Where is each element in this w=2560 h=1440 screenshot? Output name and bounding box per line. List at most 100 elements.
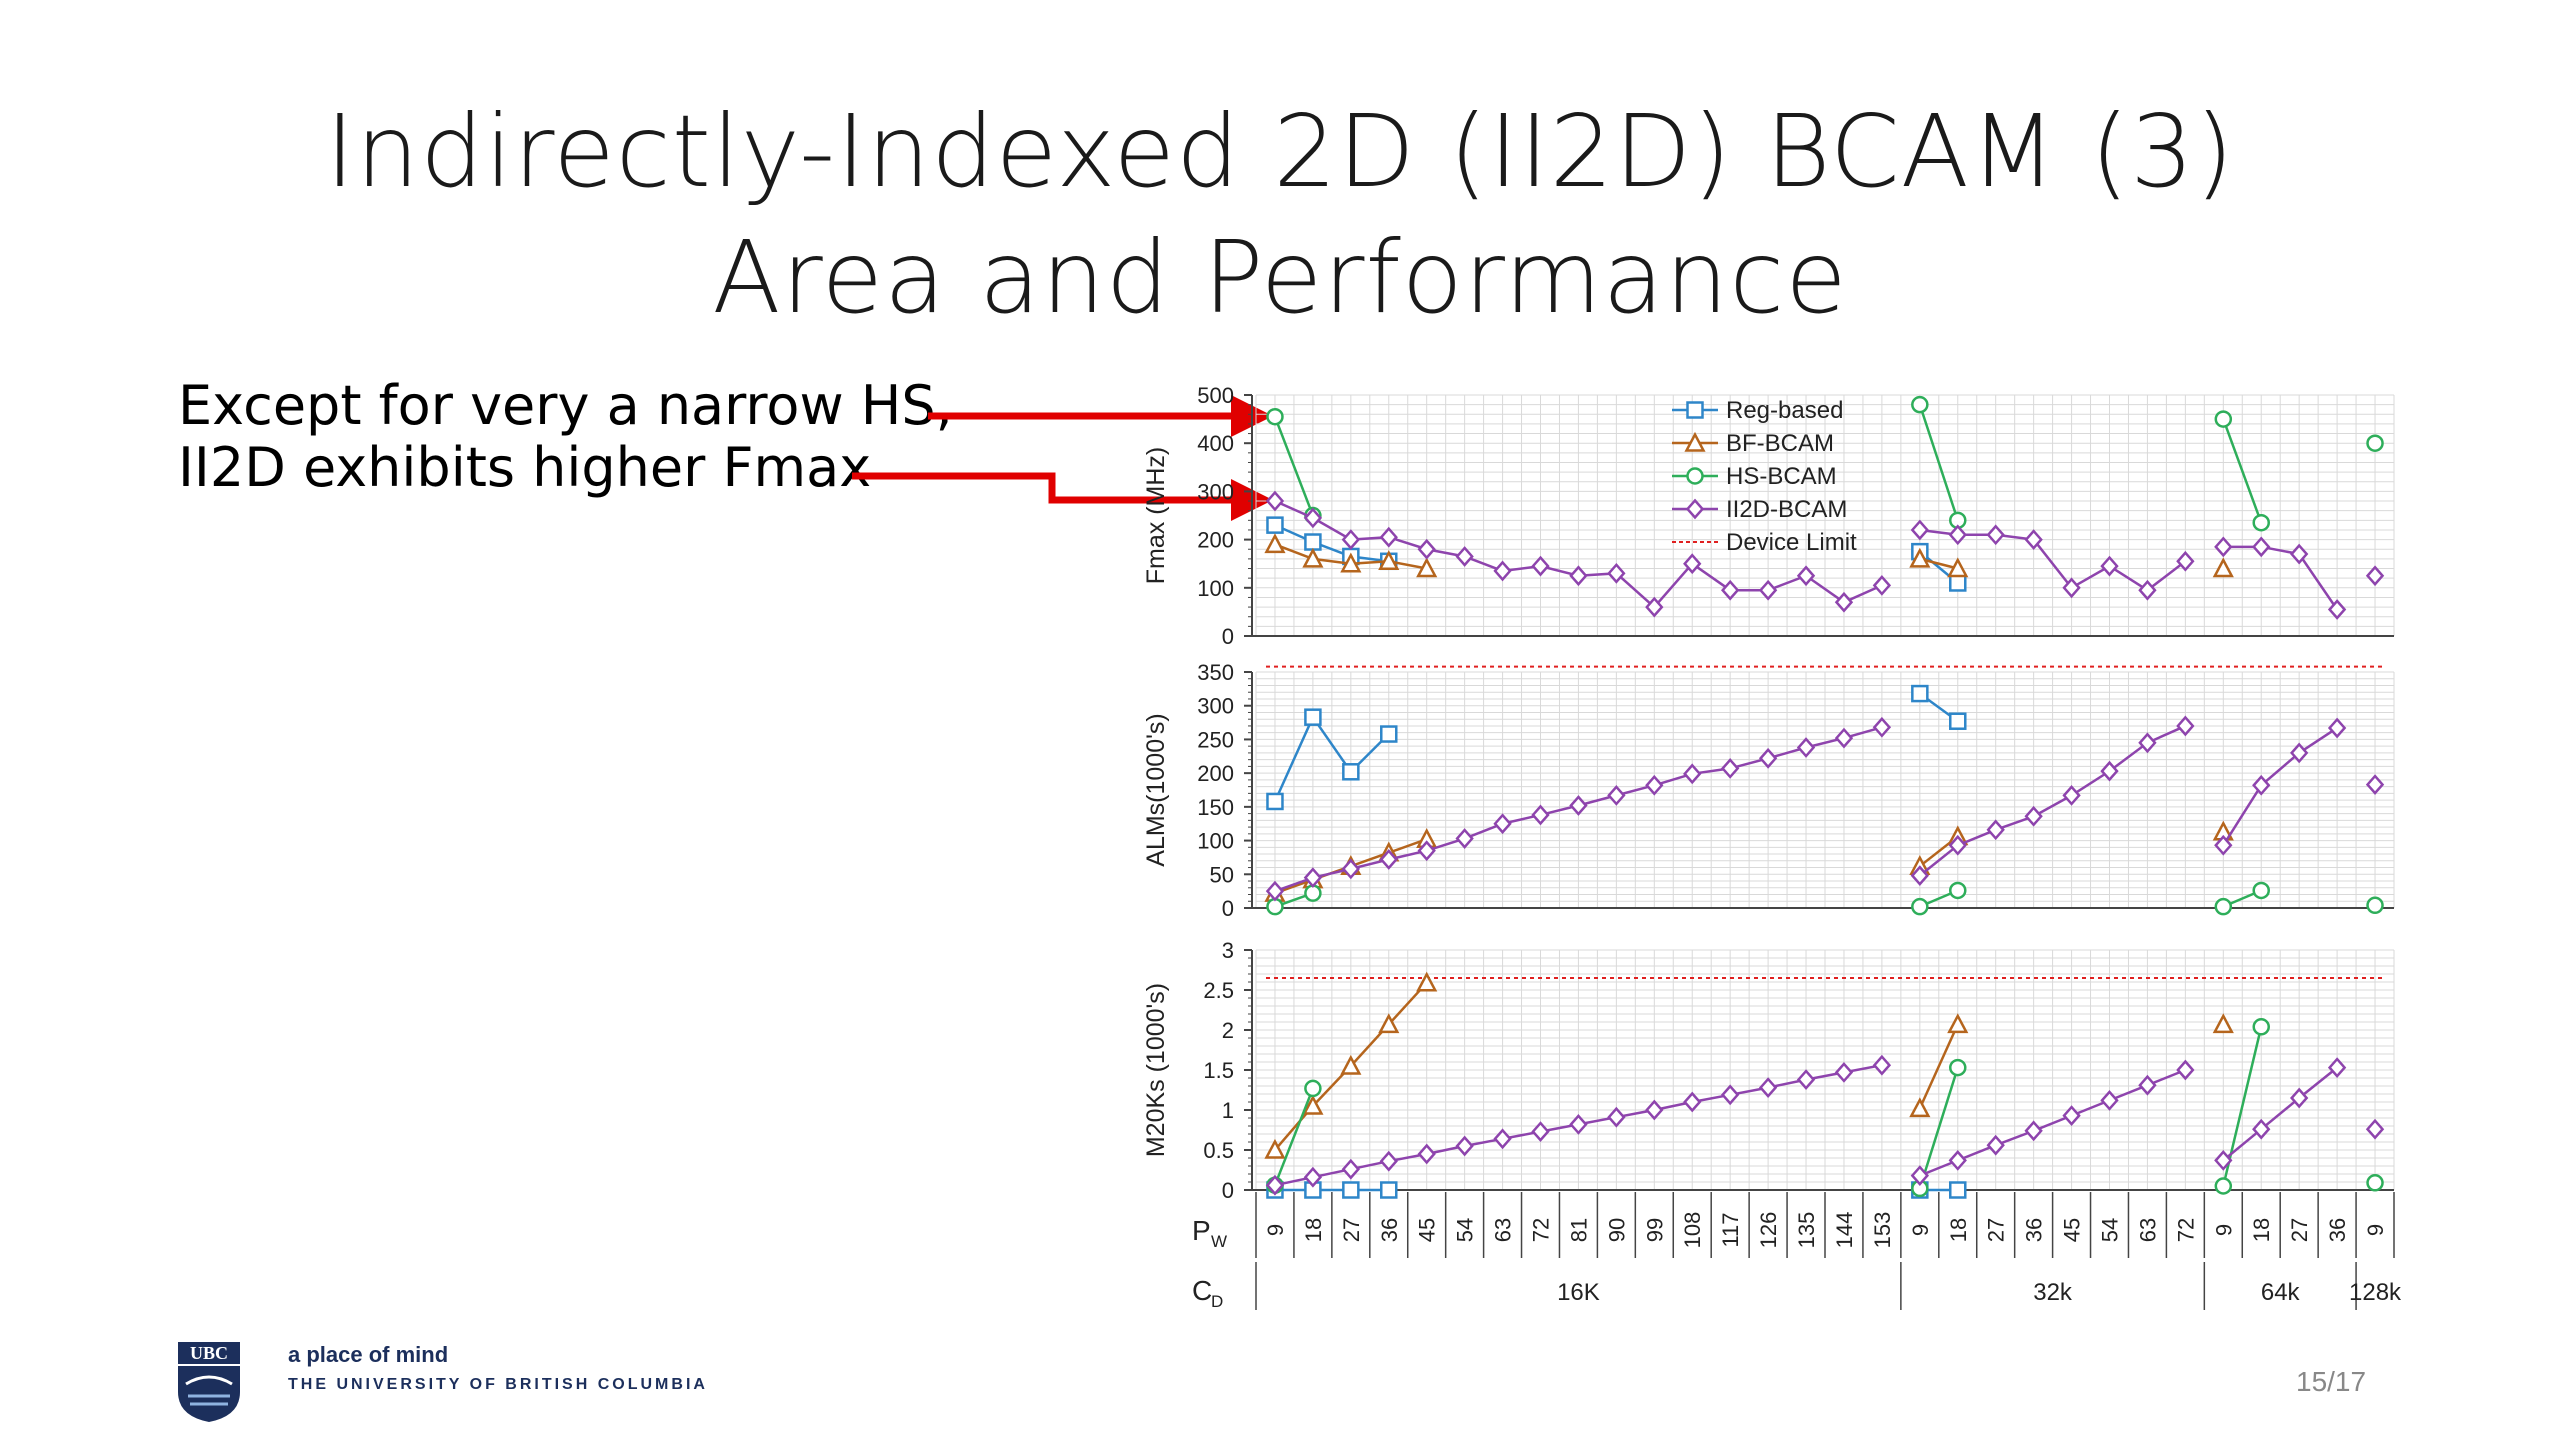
hs-bcam-point	[1949, 1058, 1967, 1077]
ii2d-bcam-point	[1493, 560, 1512, 582]
ii2d-bcam-point	[2176, 1059, 2195, 1081]
legend-marker-ii2d-bcam	[1685, 498, 1705, 520]
pw-tick-label: 18	[2249, 1218, 2274, 1242]
ii2d-bcam-point	[2252, 1118, 2271, 1140]
y-axis-label: ALMs(1000's)	[1142, 713, 1170, 866]
ii2d-bcam-point	[2289, 1087, 2309, 1109]
pw-tick-label: 27	[1339, 1218, 1364, 1242]
ii2d-bcam-point	[2252, 536, 2271, 558]
cd-group-label: 128k	[2349, 1279, 2402, 1306]
ii2d-bcam-point	[2289, 742, 2309, 764]
ii2d-bcam-point	[2327, 599, 2347, 620]
ii2d-bcam-point	[1341, 529, 1361, 550]
pw-tick-label: 45	[2060, 1218, 2085, 1242]
ii2d-bcam-point	[1455, 828, 1474, 849]
y-tick-label: 100	[1197, 576, 1234, 601]
ii2d-bcam-point	[1645, 596, 1664, 618]
bf-bcam-point	[1909, 547, 1931, 568]
ii2d-bcam-point	[2214, 834, 2233, 856]
ii2d-bcam-point	[1379, 849, 1398, 870]
ii2d-bcam-point	[1531, 804, 1550, 826]
bf-bcam-point	[1947, 557, 1969, 578]
cd-group-label: 16K	[1557, 1279, 1600, 1306]
ii2d-bcam-point	[1417, 538, 1436, 560]
ii2d-bcam-point	[2100, 1090, 2119, 1111]
hs-bcam-line	[2222, 418, 2263, 524]
ii2d-bcam-point	[1796, 1069, 1816, 1090]
hs-bcam-point	[2252, 881, 2270, 900]
y-tick-label: 150	[1197, 795, 1234, 820]
ii2d-bcam-point	[1417, 1143, 1436, 1165]
logo-text: UBC	[190, 1343, 228, 1363]
pw-tick-label: 54	[2098, 1218, 2123, 1242]
hs-bcam-point	[2366, 434, 2384, 452]
bf-bcam-point	[2212, 557, 2234, 578]
ii2d-bcam-point	[1910, 1165, 1930, 1186]
cd-row-label: C	[1192, 1275, 1212, 1306]
reg-based-point	[1266, 792, 1284, 811]
ii2d-bcam-point	[1834, 1062, 1854, 1083]
page-number: 15/17	[2296, 1366, 2367, 1397]
hs-bcam-point	[1949, 881, 1967, 900]
cd-row-label-sub: D	[1211, 1292, 1223, 1311]
cd-group-label: 64k	[2261, 1279, 2301, 1306]
ii2d-bcam-point	[1683, 553, 1702, 575]
legend-label-ii2d-bcam: II2D-BCAM	[1726, 496, 1847, 523]
bf-bcam-point	[1378, 1013, 1400, 1034]
pw-tick-label: 108	[1680, 1212, 1705, 1249]
bf-bcam-point	[1416, 971, 1438, 992]
ii2d-bcam-point	[1758, 579, 1778, 601]
pw-tick-label: 63	[1491, 1218, 1516, 1242]
pw-tick-label: 9	[2211, 1224, 2236, 1236]
ii2d-bcam-point	[1607, 562, 1626, 584]
ii2d-bcam-point	[1379, 1150, 1398, 1172]
ii2d-bcam-point	[2252, 774, 2271, 796]
ii2d-bcam-point	[1720, 758, 1740, 779]
ii2d-bcam-point	[1265, 1174, 1285, 1196]
hs-bcam-point	[2252, 513, 2270, 532]
hs-bcam-point	[1304, 1079, 1322, 1098]
tagline: a place of mind	[288, 1342, 449, 1367]
reg-based-point	[1304, 533, 1322, 551]
ii2d-bcam-point	[1796, 737, 1816, 758]
reg-based-point	[1380, 725, 1398, 743]
y-axis-label: M20Ks (1000's)	[1142, 983, 1170, 1157]
callout-line1: Except for very a narrow HS,	[178, 374, 953, 437]
reg-based-line	[1274, 523, 1389, 563]
ii2d-bcam-point	[2062, 1105, 2081, 1126]
ii2d-bcam-point	[1379, 526, 1398, 548]
pw-tick-label: 81	[1566, 1218, 1591, 1242]
callout-line2: II2D exhibits higher Fmax	[178, 436, 872, 499]
ii2d-bcam-point	[1417, 840, 1436, 862]
hs-bcam-point	[1911, 897, 1929, 916]
pw-tick-label: 36	[2022, 1218, 2047, 1242]
ubc-logo: UBC	[176, 1340, 242, 1424]
legend-marker-reg-based	[1686, 401, 1704, 419]
ii2d-bcam-point	[2176, 715, 2195, 737]
y-tick-label: 300	[1197, 479, 1234, 504]
bf-bcam-point	[1264, 1138, 1286, 1159]
reg-based-line	[1273, 714, 1390, 802]
hs-bcam-line	[1918, 1067, 1959, 1189]
slide-title-line2: Area and Performance	[712, 219, 1848, 336]
ii2d-bcam-point	[1758, 1077, 1778, 1098]
ii2d-bcam-point	[2214, 1150, 2233, 1171]
ii2d-bcam-point	[2214, 536, 2233, 558]
bf-bcam-point	[1340, 1054, 1362, 1075]
bf-bcam-line	[1918, 1023, 1959, 1109]
ii2d-bcam-point	[2365, 565, 2385, 587]
ii2d-bcam-point	[1872, 716, 1892, 738]
ii2d-bcam-point	[1948, 1150, 1967, 1171]
pw-tick-label: 54	[1453, 1218, 1478, 1242]
reg-based-point	[1949, 574, 1967, 592]
ii2d-bcam-point	[2327, 1057, 2347, 1078]
bf-bcam-point	[1302, 547, 1324, 568]
ii2d-bcam-point	[1796, 565, 1816, 587]
pw-tick-label: 36	[1377, 1218, 1402, 1242]
pw-tick-label: 144	[1832, 1212, 1857, 1249]
y-tick-label: 200	[1197, 761, 1234, 786]
reg-based-point	[1911, 684, 1929, 703]
reg-based-point	[1380, 1181, 1398, 1199]
ii2d-bcam-point	[1493, 1128, 1512, 1150]
reg-based-point	[1342, 1181, 1360, 1199]
